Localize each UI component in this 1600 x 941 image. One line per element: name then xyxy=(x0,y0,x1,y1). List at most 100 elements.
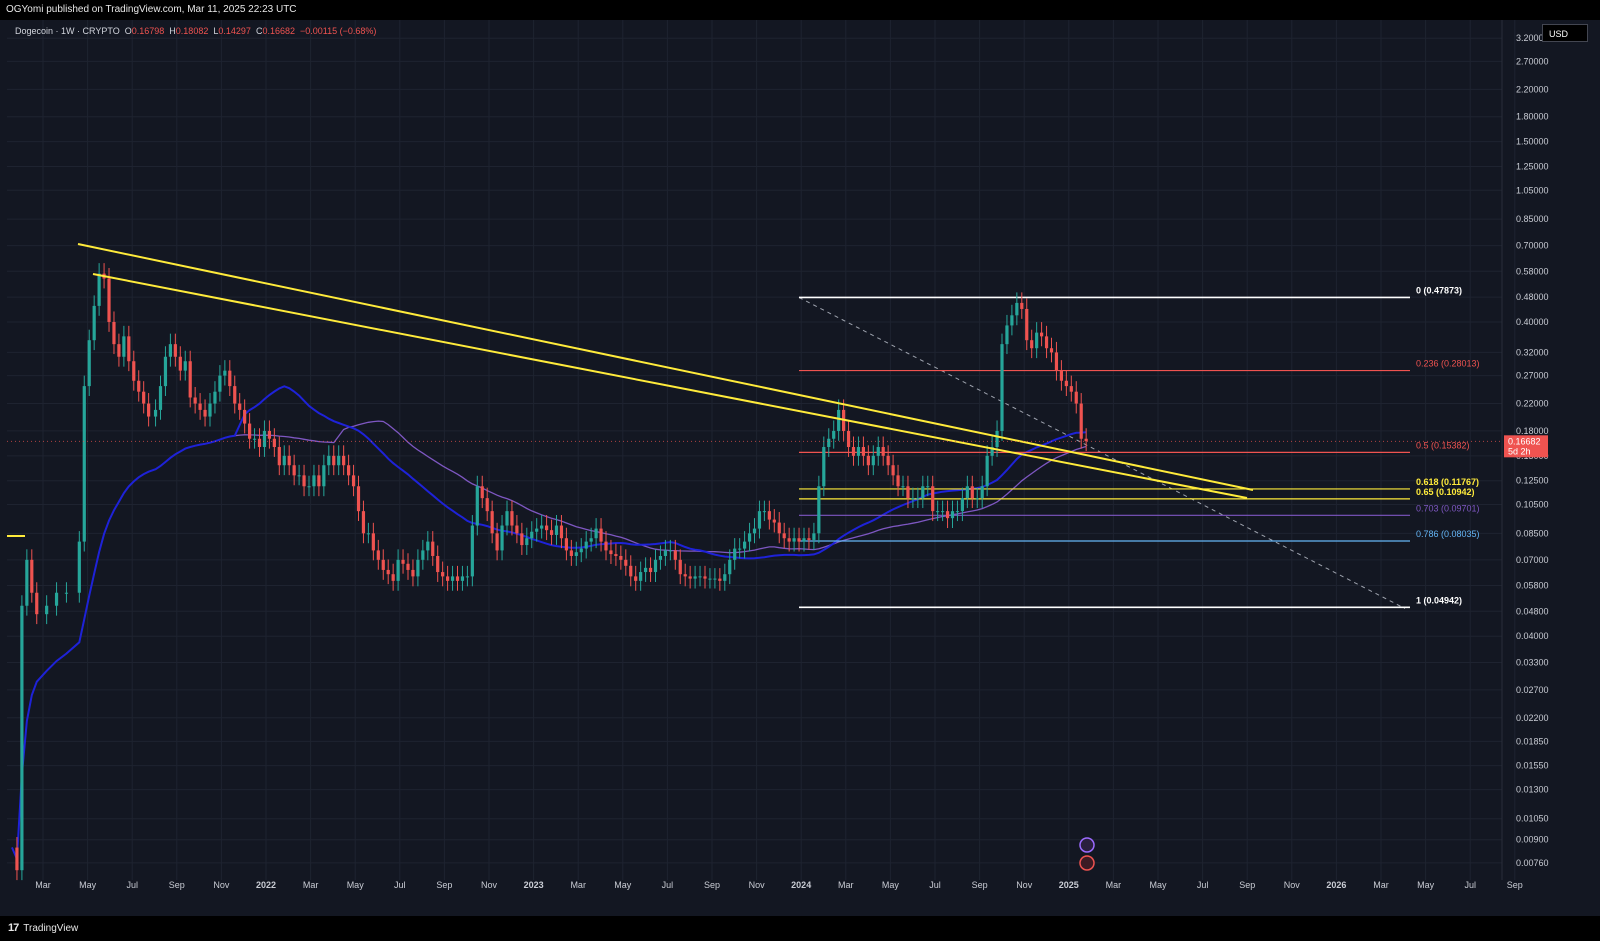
currency-selector[interactable]: USD xyxy=(1542,24,1588,42)
candle-body xyxy=(272,438,276,448)
time-tick-label: May xyxy=(1149,880,1167,890)
candle-body xyxy=(757,511,762,529)
candle-body xyxy=(30,559,34,593)
last-price-value: 0.16682 xyxy=(1508,436,1541,446)
candle-body xyxy=(238,403,242,410)
candle-body xyxy=(693,576,697,579)
candle-body xyxy=(545,525,549,531)
candle-body xyxy=(1010,315,1014,326)
price-tick-label: 0.02700 xyxy=(1516,685,1549,695)
candle-body xyxy=(312,475,316,487)
time-tick-label: Jul xyxy=(126,880,138,890)
candle-body xyxy=(183,361,187,371)
candle-body xyxy=(777,522,781,534)
candle-body xyxy=(950,511,955,519)
candle-body xyxy=(762,511,766,513)
time-axis[interactable]: Mar May Jul Sep Nov 2022 Mar May Jul Sep Nov 2023 Ma… xyxy=(35,880,1523,890)
candle-body xyxy=(822,447,826,487)
fib-level-label: 0.5 (0.15382) xyxy=(1416,440,1470,450)
low-label: L xyxy=(213,26,219,36)
price-tick-label: 0.05800 xyxy=(1516,580,1549,590)
chart-frame[interactable]: 0 (0.47873) 0.236 (0.28013) 0.5 (0.15382) 0… xyxy=(7,20,1600,916)
price-tick-label: 0.01550 xyxy=(1516,761,1549,771)
candle-body xyxy=(421,550,425,560)
candle-body xyxy=(718,578,722,581)
candle-body xyxy=(668,550,672,552)
fib-level-label: 0.618 (0.11767) xyxy=(1416,477,1479,487)
tradingview-logo-icon: 17 xyxy=(8,922,19,934)
time-tick-label: Nov xyxy=(1284,880,1301,890)
candle-body xyxy=(807,538,811,540)
candle-body xyxy=(703,576,707,579)
candle-body xyxy=(287,455,291,466)
candle-body xyxy=(525,538,529,546)
trendline-upper xyxy=(77,243,1254,491)
publish-header: OGYomi published on TradingView.com, Mar… xyxy=(0,0,1600,20)
candle-body xyxy=(644,567,648,573)
candle-body xyxy=(446,576,450,581)
open-value: 0.16798 xyxy=(131,26,165,36)
fib-level-label: 0.786 (0.08035) xyxy=(1416,529,1480,539)
trendlines[interactable] xyxy=(7,243,1254,537)
fib-level-label: 1 (0.04942) xyxy=(1416,595,1462,605)
fib-level-label: 0 (0.47873) xyxy=(1416,285,1462,295)
candle-body xyxy=(416,559,420,577)
price-tick-label: 0.07000 xyxy=(1516,555,1549,565)
candle-body xyxy=(178,356,182,371)
candle-body xyxy=(450,576,455,581)
time-tick-label: Mar xyxy=(1373,880,1389,890)
time-tick-label: Mar xyxy=(303,880,319,890)
time-tick-label: Jul xyxy=(929,880,941,890)
high-value: 0.18082 xyxy=(175,26,209,36)
candle-body xyxy=(391,574,395,581)
candle-body xyxy=(112,321,116,345)
candle-body xyxy=(713,578,717,580)
candle-body xyxy=(921,486,925,499)
candle-body xyxy=(965,486,969,499)
time-tick-label: Mar xyxy=(1106,880,1122,890)
candle-body xyxy=(975,498,979,500)
candle-body xyxy=(614,554,618,556)
candle-body xyxy=(233,386,237,404)
candle-body xyxy=(500,525,504,551)
candle-body xyxy=(906,486,910,499)
price-chart[interactable]: 0 (0.47873)0.236 (0.28013)0.5 (0.15382)0… xyxy=(7,20,1600,916)
candle-body xyxy=(248,423,252,439)
candle-body xyxy=(337,455,341,466)
candle-body xyxy=(549,530,554,535)
candle-body xyxy=(782,533,786,539)
candle-body xyxy=(945,511,950,519)
candle-body xyxy=(901,486,905,488)
candle-body xyxy=(203,409,207,417)
time-tick-label: 2022 xyxy=(256,880,276,890)
candle-body xyxy=(886,455,890,466)
candle-body xyxy=(728,559,732,575)
candle-body xyxy=(426,541,430,551)
price-axis[interactable]: 3.20000 2.70000 2.20000 1.80000 1.50000 1.250… xyxy=(1501,20,1549,880)
trendline-lower xyxy=(92,273,1248,499)
price-tick-label: 0.01050 xyxy=(1516,814,1549,824)
price-tick-label: 0.00900 xyxy=(1516,835,1549,845)
fib-retracement[interactable]: 0 (0.47873) 0.236 (0.28013) 0.5 (0.15382) 0… xyxy=(798,285,1480,609)
candle-body xyxy=(208,403,212,417)
footer: 17 TradingView xyxy=(0,916,1600,941)
candle-body xyxy=(342,455,346,466)
close-label: C xyxy=(255,26,263,36)
price-tick-label: 2.70000 xyxy=(1516,56,1549,66)
candle-body xyxy=(54,592,59,606)
candle-body xyxy=(738,548,742,550)
candle-body xyxy=(535,528,539,532)
candle-body xyxy=(1015,302,1019,316)
candle-body xyxy=(317,475,321,487)
candle-body xyxy=(470,525,474,577)
candle-body xyxy=(604,541,608,551)
candle-body xyxy=(25,559,29,606)
candle-body xyxy=(980,486,984,499)
candle-body xyxy=(455,576,460,581)
lightning-event-icon xyxy=(1079,837,1095,853)
price-tick-label: 0.00760 xyxy=(1516,858,1549,868)
candle-body xyxy=(797,538,801,542)
price-tick-label: 0.32000 xyxy=(1516,347,1549,357)
candle-body xyxy=(639,572,643,581)
time-tick-label: Sep xyxy=(972,880,988,890)
